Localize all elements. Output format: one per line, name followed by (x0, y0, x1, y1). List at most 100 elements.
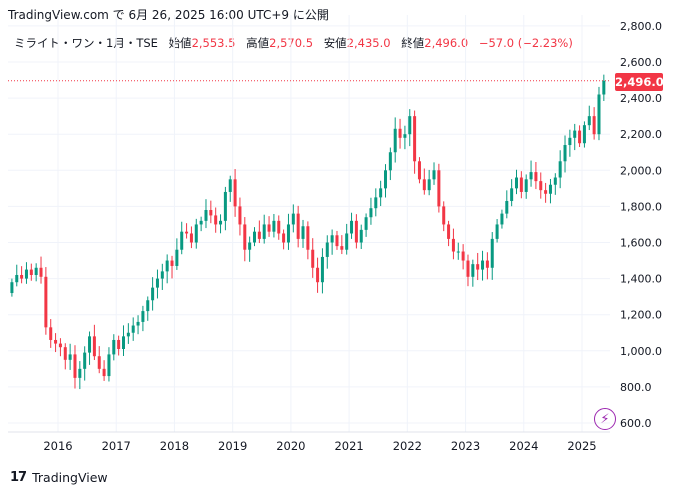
candle-body[interactable] (136, 321, 140, 326)
candle-body[interactable] (335, 235, 339, 247)
candle-body[interactable] (29, 269, 33, 275)
candle-body[interactable] (578, 130, 582, 144)
candle-body[interactable] (107, 354, 111, 377)
candle-body[interactable] (451, 238, 455, 252)
candle-body[interactable] (602, 80, 606, 95)
candle-body[interactable] (510, 188, 514, 201)
candle-body[interactable] (73, 354, 77, 378)
candle-body[interactable] (189, 233, 193, 243)
candle-body[interactable] (592, 116, 596, 135)
candle-body[interactable] (466, 260, 470, 277)
candle-body[interactable] (257, 231, 261, 239)
candle-body[interactable] (597, 94, 601, 135)
candle-body[interactable] (432, 170, 436, 180)
candle-body[interactable] (345, 233, 349, 250)
candle-body[interactable] (320, 256, 324, 283)
candle-body[interactable] (165, 260, 169, 272)
candle-body[interactable] (126, 332, 130, 337)
candle-body[interactable] (83, 352, 87, 369)
candle-body[interactable] (20, 274, 24, 279)
candle-body[interactable] (481, 260, 485, 270)
candle-body[interactable] (286, 224, 290, 243)
candle-body[interactable] (112, 339, 116, 355)
candle-body[interactable] (359, 229, 363, 243)
candle-body[interactable] (185, 231, 189, 234)
candle-body[interactable] (131, 325, 135, 333)
candle-body[interactable] (587, 116, 591, 126)
candle-body[interactable] (219, 220, 223, 225)
candle-body[interactable] (573, 130, 577, 138)
candle-body[interactable] (408, 116, 412, 135)
candle-body[interactable] (539, 181, 543, 191)
candle-body[interactable] (548, 184, 552, 194)
candle-body[interactable] (39, 267, 43, 277)
candle-body[interactable] (194, 224, 198, 243)
candle-body[interactable] (340, 246, 344, 250)
candle-body[interactable] (476, 264, 480, 270)
candle-body[interactable] (500, 213, 504, 225)
candle-body[interactable] (364, 217, 368, 230)
candle-body[interactable] (252, 231, 257, 243)
candle-body[interactable] (151, 287, 155, 301)
candle-body[interactable] (422, 179, 426, 191)
lightning-icon[interactable]: ⚡ (594, 408, 616, 430)
candle-body[interactable] (354, 220, 358, 243)
candle-body[interactable] (155, 278, 159, 288)
candle-body[interactable] (272, 220, 276, 232)
candle-body[interactable] (160, 271, 164, 279)
candle-body[interactable] (238, 206, 242, 225)
candle-body[interactable] (88, 336, 92, 353)
candle-body[interactable] (316, 267, 320, 283)
candle-body[interactable] (291, 213, 295, 225)
candle-body[interactable] (180, 231, 184, 250)
candle-body[interactable] (393, 128, 397, 153)
candle-body[interactable] (447, 224, 451, 239)
candle-body[interactable] (417, 161, 421, 180)
candle-body[interactable] (490, 238, 494, 268)
candle-body[interactable] (63, 347, 67, 360)
candle-body[interactable] (558, 161, 562, 178)
candle-body[interactable] (15, 274, 19, 283)
candle-body[interactable] (350, 220, 354, 234)
candle-body[interactable] (204, 210, 208, 221)
candle-body[interactable] (97, 356, 101, 369)
candle-body[interactable] (379, 188, 383, 198)
tradingview-brand[interactable]: 17 TradingView (10, 470, 108, 485)
candle-body[interactable] (582, 125, 586, 144)
candle-body[interactable] (282, 233, 286, 243)
candle-body[interactable] (233, 179, 237, 207)
candle-body[interactable] (49, 327, 53, 340)
candle-body[interactable] (10, 282, 14, 294)
candle-body[interactable] (456, 251, 460, 253)
candle-body[interactable] (471, 264, 475, 277)
candle-body[interactable] (214, 215, 218, 225)
candle-body[interactable] (442, 206, 446, 225)
candle-body[interactable] (427, 179, 431, 191)
candle-body[interactable] (568, 137, 572, 146)
candle-body[interactable] (170, 260, 174, 266)
candle-body[interactable] (34, 267, 38, 275)
candle-body[interactable] (228, 179, 232, 192)
candle-body[interactable] (330, 235, 334, 243)
candle-body[interactable] (403, 134, 407, 138)
candle-body[interactable] (374, 197, 378, 209)
candle-body[interactable] (519, 177, 523, 192)
candle-body[interactable] (92, 336, 96, 357)
candle-body[interactable] (243, 224, 247, 250)
candle-body[interactable] (505, 200, 509, 214)
candle-body[interactable] (514, 177, 519, 189)
candle-body[interactable] (248, 242, 252, 250)
candle-body[interactable] (24, 269, 28, 279)
candle-body[interactable] (296, 213, 300, 239)
candle-body[interactable] (199, 220, 203, 225)
candle-body[interactable] (388, 152, 392, 171)
candle-body[interactable] (485, 260, 489, 268)
candle-body[interactable] (68, 354, 72, 360)
candle-body[interactable] (369, 208, 373, 218)
candle-body[interactable] (306, 226, 310, 250)
candle-body[interactable] (54, 339, 58, 344)
candle-body[interactable] (175, 249, 179, 266)
candle-body[interactable] (544, 190, 548, 194)
candle-body[interactable] (277, 220, 281, 234)
